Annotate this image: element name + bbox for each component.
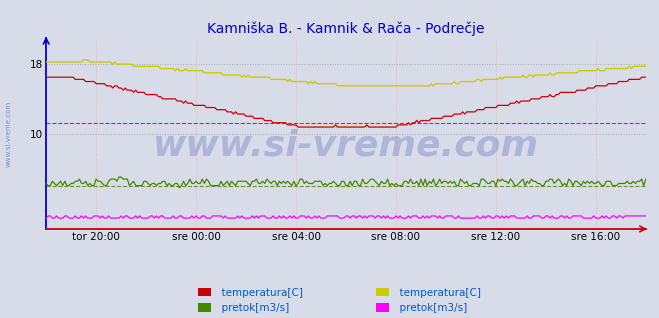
Legend:   temperatura[C],   pretok[m3/s]: temperatura[C], pretok[m3/s] <box>376 287 480 313</box>
Legend:   temperatura[C],   pretok[m3/s]: temperatura[C], pretok[m3/s] <box>198 287 302 313</box>
Title: Kamniška B. - Kamnik & Rača - Podrečje: Kamniška B. - Kamnik & Rača - Podrečje <box>207 21 485 36</box>
Text: www.si-vreme.com: www.si-vreme.com <box>153 128 539 162</box>
Text: www.si-vreme.com: www.si-vreme.com <box>5 100 12 167</box>
